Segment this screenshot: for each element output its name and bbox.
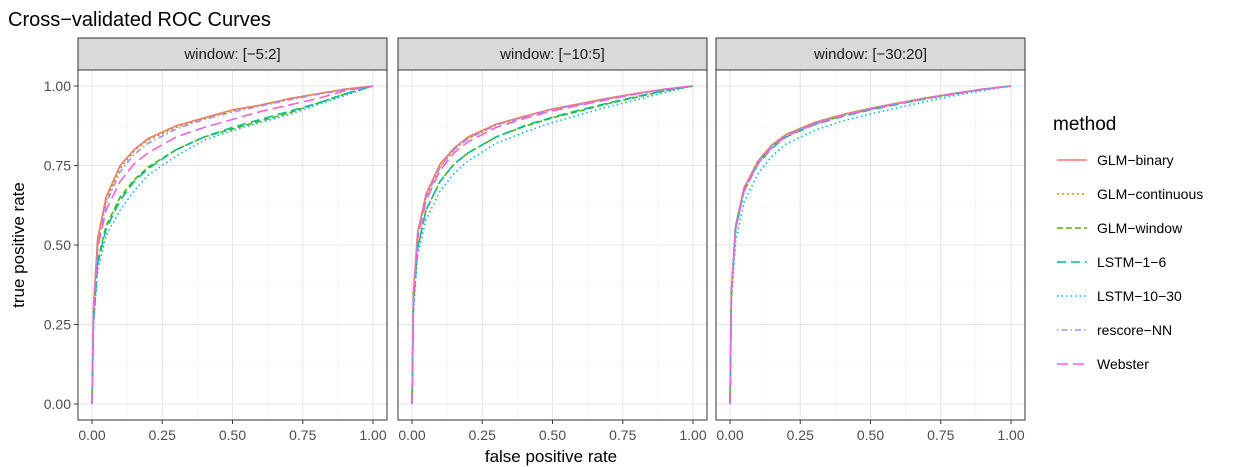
x-tick-label: 0.50 [539, 427, 566, 443]
x-tick-label: 0.25 [787, 427, 814, 443]
facet-strip-label: window: [−5:2] [183, 46, 280, 63]
legend-label: LSTM−10−30 [1097, 288, 1182, 304]
roc-line [91, 85, 374, 405]
x-tick-label: 0.75 [289, 427, 316, 443]
facet-strip [715, 37, 1026, 71]
facet-panel: window: [−10:5] 0.00 0.25 0.50 0.75 1.00 [397, 37, 708, 443]
x-tick-label: 0.75 [927, 427, 954, 443]
legend-label: GLM−continuous [1097, 186, 1203, 202]
y-tick-label: 0.00 [44, 396, 71, 412]
x-tick-label: 0.00 [716, 427, 743, 443]
legend-label: rescore−NN [1097, 322, 1172, 338]
x-tick-label: 0.75 [609, 427, 636, 443]
legend: method GLM−binary GLM−continuous GLM−windo… [1053, 114, 1203, 372]
legend-item: rescore−NN [1057, 322, 1172, 338]
y-axis-title: true positive rate [9, 182, 28, 308]
legend-label: LSTM−1−6 [1097, 254, 1166, 270]
x-tick-label: 1.00 [359, 427, 386, 443]
roc-line [411, 85, 694, 405]
roc-line [91, 85, 374, 405]
chart-title: Cross−validated ROC Curves [8, 9, 271, 31]
legend-title: method [1053, 114, 1116, 135]
facet-panel: window: [−30:20] 0.00 0.25 0.50 0.75 1.00 [715, 37, 1026, 443]
facet-panel: window: [−5:2] 0.00 0.25 0.50 0.75 1.00 0.00 0.… [44, 37, 388, 443]
x-tick-label: 0.00 [398, 427, 425, 443]
legend-item: GLM−binary [1057, 152, 1174, 168]
roc-line [729, 85, 1012, 405]
roc-line [411, 85, 694, 405]
y-tick-label: 0.75 [44, 158, 71, 174]
legend-label: GLM−binary [1097, 152, 1174, 168]
y-tick-label: 0.25 [44, 317, 71, 333]
x-tick-label: 0.50 [857, 427, 884, 443]
legend-item: LSTM−1−6 [1057, 254, 1166, 270]
legend-item: Webster [1057, 356, 1149, 372]
legend-item: GLM−window [1057, 220, 1183, 236]
legend-label: Webster [1097, 356, 1149, 372]
legend-label: GLM−window [1097, 220, 1183, 236]
legend-item: GLM−continuous [1057, 186, 1203, 202]
x-tick-label: 0.25 [469, 427, 496, 443]
y-tick-label: 1.00 [44, 78, 71, 94]
x-tick-label: 0.00 [78, 427, 105, 443]
x-tick-label: 1.00 [679, 427, 706, 443]
roc-line [729, 85, 1012, 405]
x-axis-title: false positive rate [485, 447, 617, 466]
legend-item: LSTM−10−30 [1057, 288, 1182, 304]
x-tick-label: 0.50 [219, 427, 246, 443]
x-tick-label: 0.25 [149, 427, 176, 443]
facet-strip-label: window: [−30:20] [813, 46, 927, 63]
x-tick-label: 1.00 [997, 427, 1024, 443]
y-tick-label: 0.50 [44, 237, 71, 253]
facet-panels: window: [−5:2] 0.00 0.25 0.50 0.75 1.00 0.00 0.… [44, 37, 1026, 443]
facet-strip-label: window: [−10:5] [499, 46, 605, 63]
facet-strip [77, 37, 388, 71]
